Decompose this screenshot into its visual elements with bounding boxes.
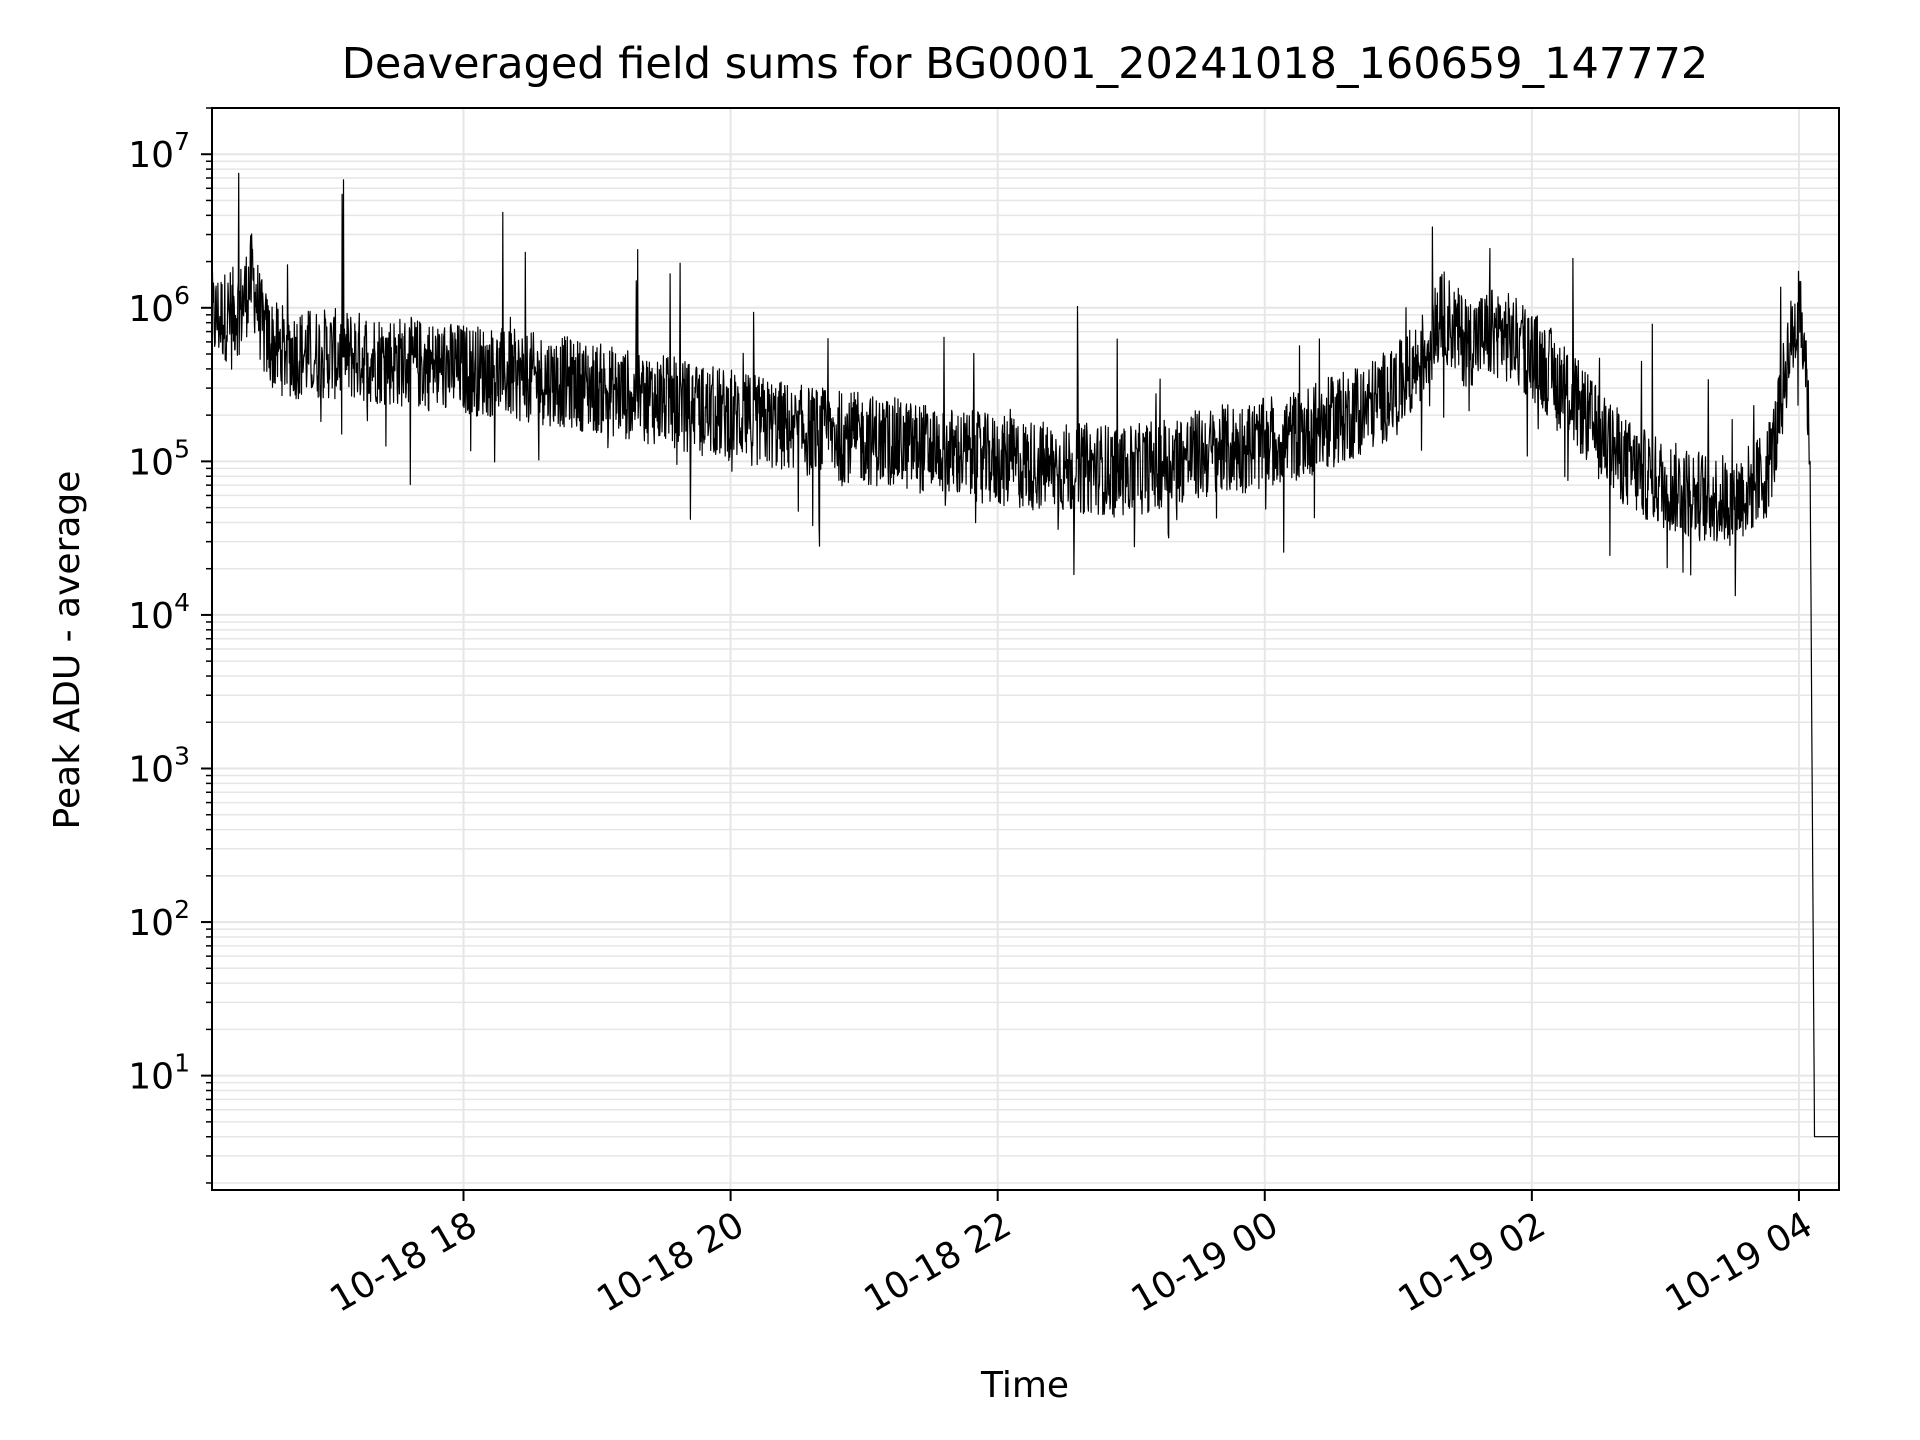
y-tick-label: 105 bbox=[128, 434, 190, 483]
y-tick-label: 101 bbox=[128, 1049, 190, 1098]
y-tick-label: 102 bbox=[128, 895, 190, 944]
y-tick-label: 104 bbox=[128, 588, 190, 637]
series-line bbox=[211, 172, 1840, 1138]
x-axis-label: Time bbox=[980, 1365, 1069, 1406]
series-line-group bbox=[211, 172, 1840, 1138]
y-tick-label: 107 bbox=[128, 127, 190, 176]
y-axis-label: Peak ADU - average bbox=[47, 471, 88, 830]
y-tick-label: 103 bbox=[128, 741, 190, 790]
chart-title: Deaveraged field sums for BG0001_2024101… bbox=[342, 39, 1709, 89]
y-tick-label: 106 bbox=[128, 281, 190, 330]
